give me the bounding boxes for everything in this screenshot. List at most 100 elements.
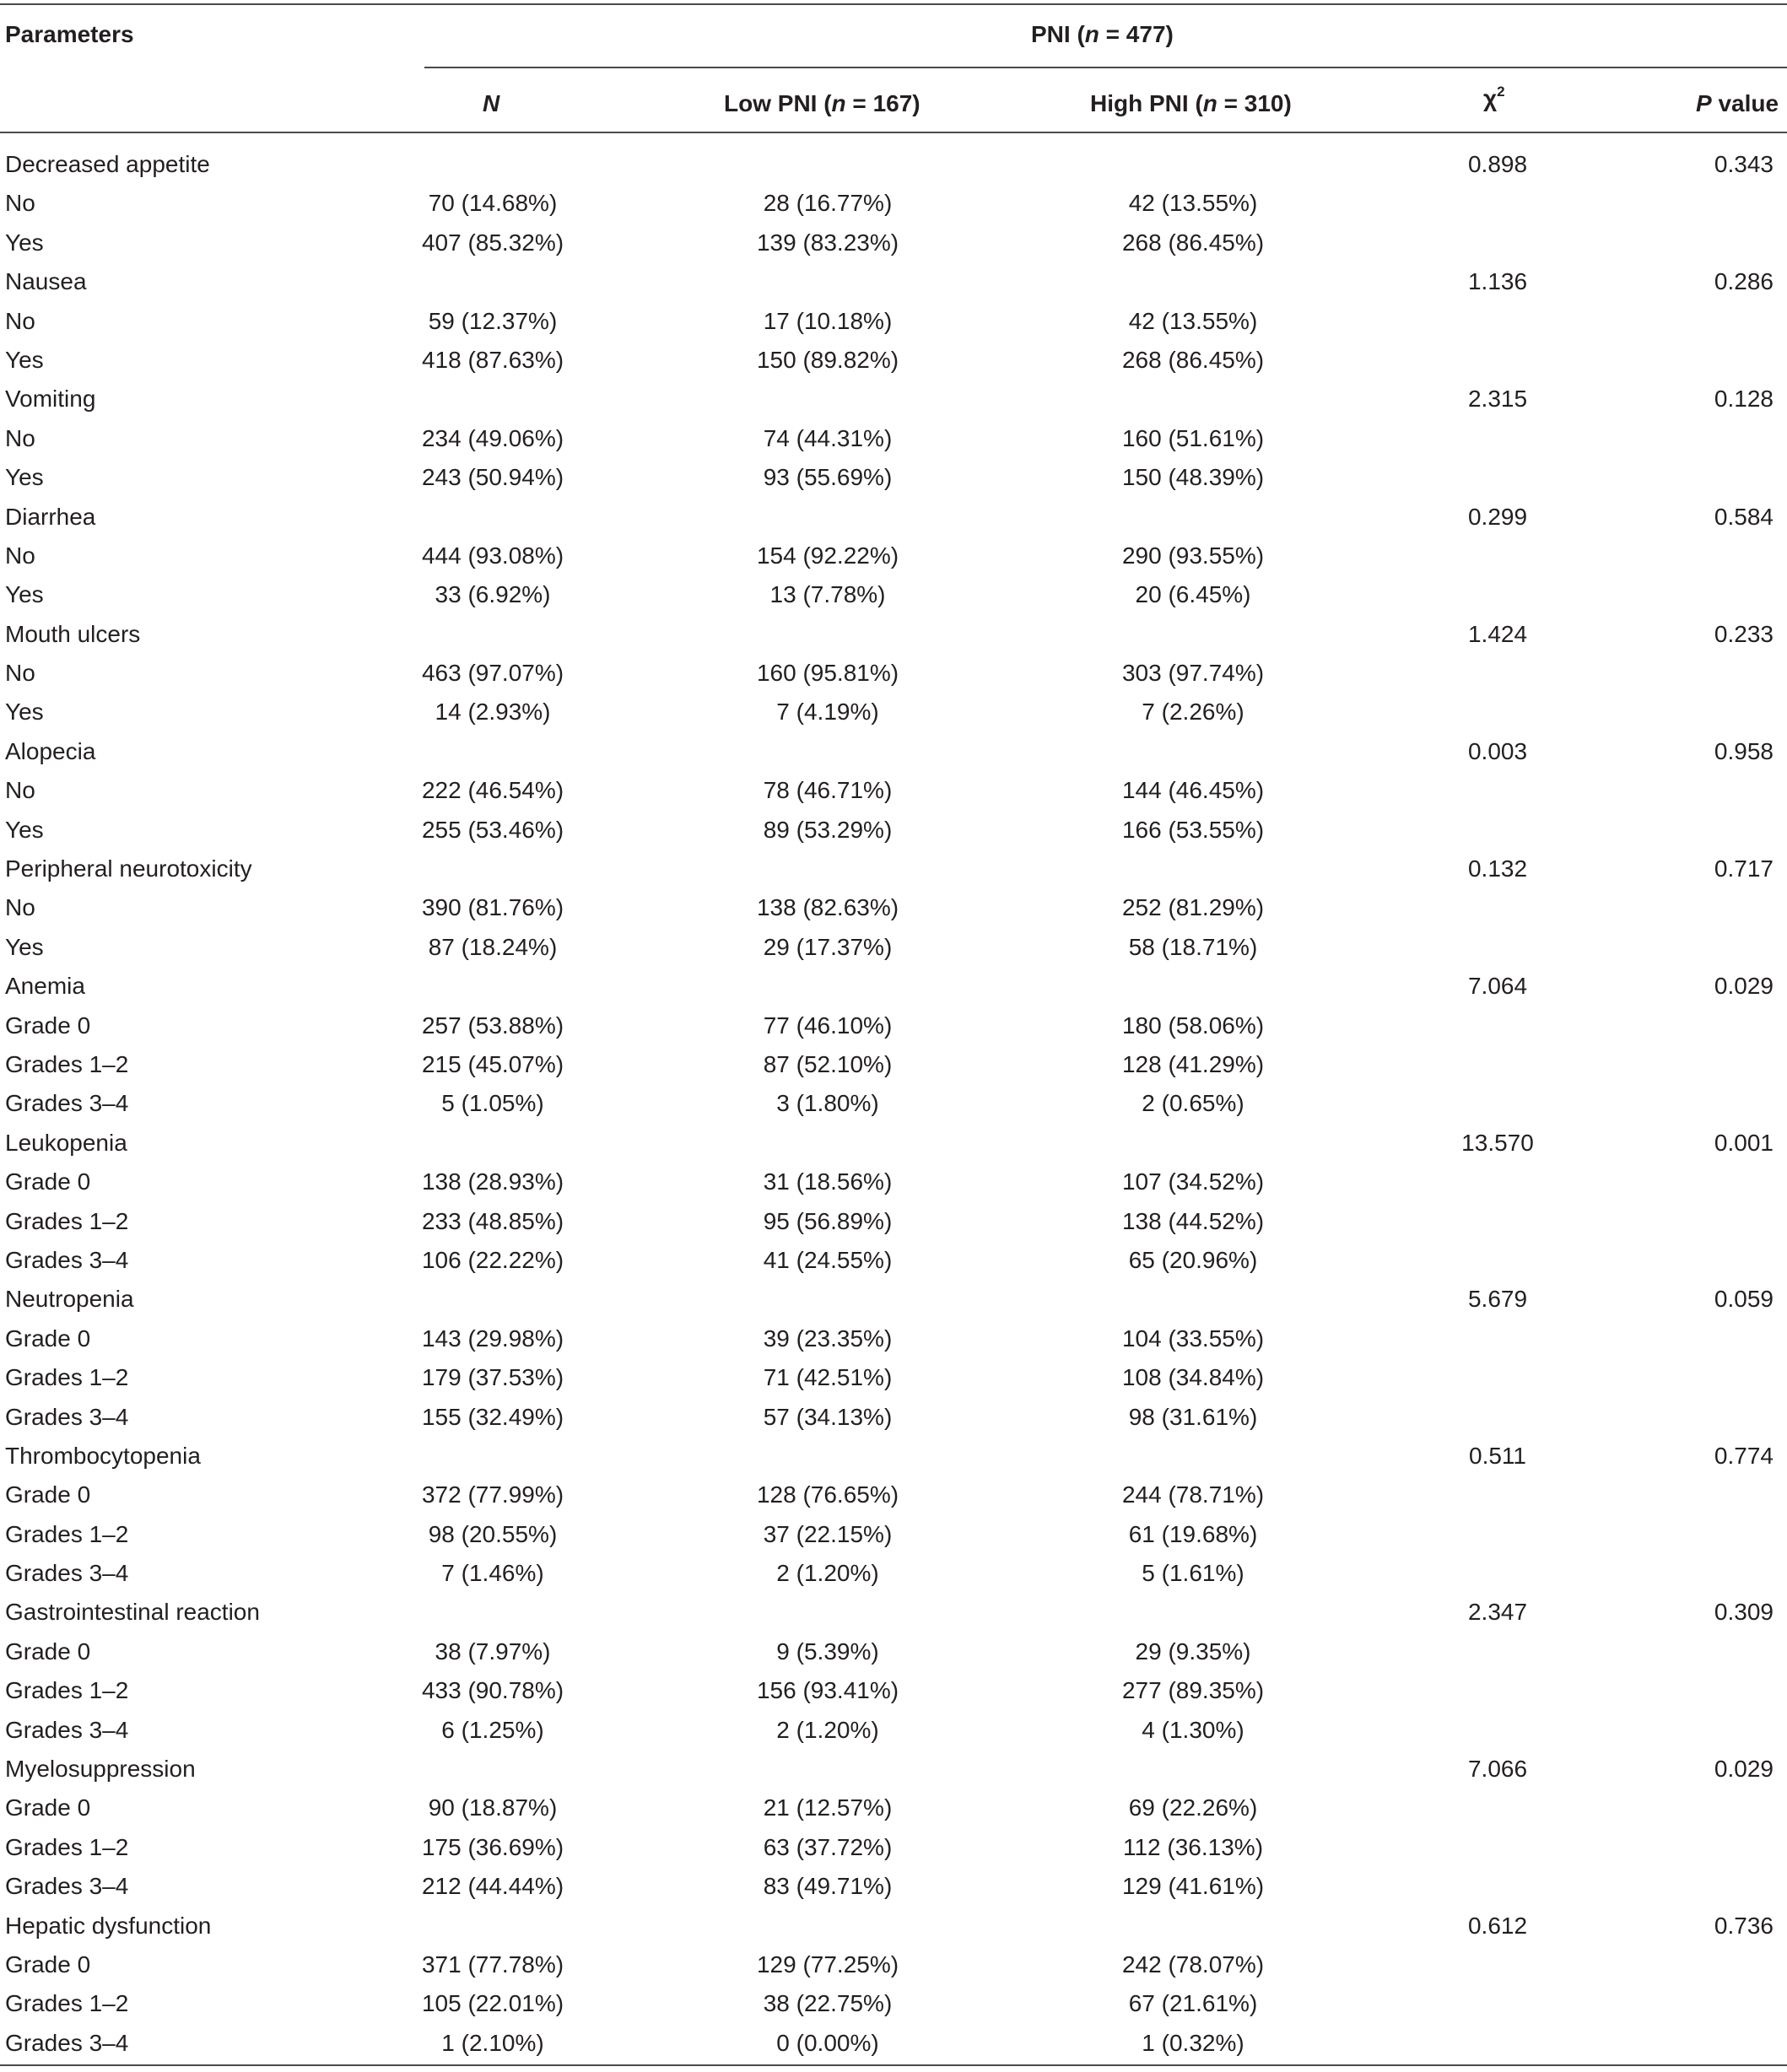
cell-high-pni-text: 65 (20.96%) [1128,1246,1258,1273]
cell-chi-square-text: 13.570 [1461,1129,1534,1156]
cell-chi-square-text: 1.136 [1467,268,1528,295]
cell-low-pni-text: 129 (77.25%) [756,1951,899,1978]
cell-high-pni-text: 128 (41.29%) [1121,1050,1265,1077]
row-label: Grades 1–2 [5,1677,129,1704]
cell-high-pni-text: 2 (0.65%) [1142,1090,1244,1117]
cell-n-text: 222 (46.54%) [421,777,564,804]
cell-low-pni-text: 156 (93.41%) [756,1677,899,1704]
table-row: Grade 0 371 (77.78%) 129 (77.25%) 242 (78.0… [0,1945,1787,1984]
table-row: Yes 255 (53.46%) 89 (53.29%) 166 (53.55%) [0,811,1787,850]
table-row: Grades 1–2 98 (20.55%) 37 (22.15%) 61 (19.6… [0,1515,1787,1554]
cell-n-text: 7 (1.46%) [441,1560,544,1587]
row-label: Grades 1–2 [5,1050,129,1077]
header-pni-group: PNI (n = 477) [1031,20,1174,49]
header-pni-group-text: PNI (n = 477) [1031,21,1174,47]
cell-low-pni-text: 7 (4.19%) [776,699,879,726]
cell-high-pni-text: 150 (48.39%) [1121,464,1265,491]
cell-high-pni-text: 1 (0.32%) [1142,2029,1244,2056]
row-label: Grade 0 [5,1168,91,1195]
header-col-n-text: N [483,90,500,116]
row-label: Gastrointestinal reaction [5,1599,260,1626]
cell-low-pni-text: 31 (18.56%) [763,1168,893,1195]
row-label: Decreased appetite [5,151,210,177]
table-row: Grades 3–4 6 (1.25%) 2 (1.20%) 4 (1.30%) [0,1711,1787,1750]
table-row: No 444 (93.08%) 154 (92.22%) 290 (93.55%) [0,537,1787,575]
row-label: Grade 0 [5,1325,91,1352]
cell-n-text: 106 (22.22%) [421,1246,564,1273]
table-row: No 390 (81.76%) 138 (82.63%) 252 (81.29%) [0,888,1787,927]
row-label: No [5,424,35,451]
header-col-low: Low PNI (n = 167) [724,90,920,116]
cell-low-pni-text: 150 (89.82%) [756,346,899,373]
table-row: Decreased appetite 0.898 0.343 [0,145,1787,184]
cell-n-text: 234 (49.06%) [421,424,564,451]
table-row: Yes 14 (2.93%) 7 (4.19%) 7 (2.26%) [0,693,1787,731]
cell-low-pni-text: 160 (95.81%) [756,660,899,687]
cell-n-text: 179 (37.53%) [421,1364,564,1391]
cell-high-pni-text: 138 (44.52%) [1121,1207,1265,1234]
cell-n-text: 212 (44.44%) [421,1873,564,1900]
cell-chi-square-text: 7.066 [1467,1756,1528,1783]
cell-high-pni-text: 104 (33.55%) [1121,1325,1265,1352]
table-row: Grades 1–2 233 (48.85%) 95 (56.89%) 138 (44… [0,1202,1787,1241]
cell-p-value: 0.343 [1714,151,1774,177]
bottom-rule [0,2064,1787,2066]
cell-high-pni-text: 42 (13.55%) [1128,307,1258,334]
cell-n-text: 407 (85.32%) [421,229,564,256]
header-parameters: Parameters [5,21,134,47]
cell-high-pni-text: 252 (81.29%) [1121,894,1265,921]
table-row: Leukopenia 13.570 0.001 [0,1124,1787,1163]
row-label: Yes [5,346,44,373]
table-row: Yes 243 (50.94%) 93 (55.69%) 150 (48.39%) [0,458,1787,497]
cell-low-pni-text: 63 (37.72%) [763,1833,893,1860]
cell-n-text: 372 (77.99%) [421,1481,564,1508]
cell-low-pni-text: 38 (22.75%) [763,1990,893,2017]
row-label: No [5,307,35,334]
cell-high-pni-text: 244 (78.71%) [1121,1481,1265,1508]
cell-high-pni-text: 107 (34.52%) [1121,1168,1265,1195]
cell-low-pni-text: 95 (56.89%) [763,1207,893,1234]
cell-high-pni-text: 268 (86.45%) [1121,346,1265,373]
cell-high-pni-text: 4 (1.30%) [1142,1716,1244,1743]
header-col-p: P value [1696,90,1779,116]
cell-n-text: 243 (50.94%) [421,464,564,491]
cell-high-pni-text: 268 (86.45%) [1121,229,1265,256]
cell-low-pni-text: 37 (22.15%) [763,1520,893,1547]
cell-p-value: 0.958 [1714,737,1774,764]
row-label: No [5,542,35,569]
cell-n-text: 257 (53.88%) [421,1012,564,1039]
table-row: Grades 1–2 175 (36.69%) 63 (37.72%) 112 (36… [0,1828,1787,1867]
table-body: Decreased appetite 0.898 0.343 No 70 (14.68%… [0,145,1787,2063]
table-row: Vomiting 2.315 0.128 [0,380,1787,418]
cell-n-text: 105 (22.01%) [421,1990,564,2017]
cell-low-pni-text: 83 (49.71%) [763,1873,893,1900]
row-label: Grade 0 [5,1638,91,1665]
row-label: Nausea [5,268,87,295]
cell-n-text: 5 (1.05%) [441,1090,544,1117]
cell-high-pni-text: 180 (58.06%) [1121,1012,1265,1039]
cell-high-pni-text: 144 (46.45%) [1121,777,1265,804]
cell-chi-square-text: 0.511 [1469,1442,1526,1469]
cell-p-value: 0.286 [1714,268,1774,295]
row-label: Mouth ulcers [5,620,141,647]
cell-low-pni-text: 71 (42.51%) [763,1364,893,1391]
header-col-high: High PNI (n = 310) [1090,90,1292,116]
table-row: Grades 1–2 215 (45.07%) 87 (52.10%) 128 (41… [0,1045,1787,1084]
table-row: No 463 (97.07%) 160 (95.81%) 303 (97.74%) [0,654,1787,693]
table-row: Mouth ulcers 1.424 0.233 [0,615,1787,654]
cell-low-pni-text: 74 (44.31%) [763,424,893,451]
row-label: Grades 1–2 [5,1520,129,1547]
row-label: Grade 0 [5,1012,91,1039]
cell-high-pni-text: 20 (6.45%) [1135,581,1251,608]
cell-n-text: 6 (1.25%) [441,1716,544,1743]
row-label: No [5,190,35,217]
cell-high-pni-text: 5 (1.61%) [1142,1560,1244,1587]
cell-low-pni-text: 39 (23.35%) [763,1325,893,1352]
cell-high-pni-text: 290 (93.55%) [1121,542,1265,569]
cell-chi-square-text: 0.299 [1467,503,1528,530]
row-label: Leukopenia [5,1129,127,1156]
table-row: Yes 407 (85.32%) 139 (83.23%) 268 (86.45%) [0,224,1787,262]
table-row: Grades 1–2 433 (90.78%) 156 (93.41%) 277 (8… [0,1671,1787,1710]
row-label: Yes [5,699,44,726]
table-row: No 222 (46.54%) 78 (46.71%) 144 (46.45%) [0,771,1787,810]
